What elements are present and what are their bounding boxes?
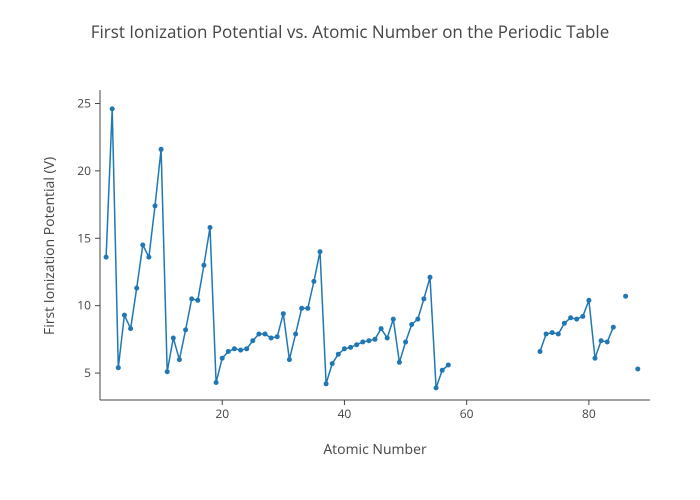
data-point[interactable]	[538, 349, 543, 354]
x-tick-label: 40	[338, 405, 352, 422]
data-point[interactable]	[299, 306, 304, 311]
data-point[interactable]	[379, 326, 384, 331]
x-axis-title: Atomic Number	[100, 440, 650, 459]
data-point[interactable]	[635, 367, 640, 372]
data-point[interactable]	[580, 314, 585, 319]
data-point[interactable]	[605, 340, 610, 345]
data-point[interactable]	[256, 332, 261, 337]
data-point[interactable]	[226, 349, 231, 354]
chart-container: First Ionization Potential vs. Atomic Nu…	[0, 0, 700, 500]
data-point[interactable]	[599, 338, 604, 343]
data-point[interactable]	[153, 203, 158, 208]
data-point[interactable]	[311, 279, 316, 284]
data-point[interactable]	[562, 321, 567, 326]
data-point[interactable]	[250, 338, 255, 343]
data-point[interactable]	[122, 313, 127, 318]
data-point[interactable]	[116, 365, 121, 370]
data-point[interactable]	[403, 340, 408, 345]
data-point[interactable]	[305, 306, 310, 311]
y-tick-label: 10	[77, 297, 91, 314]
data-point[interactable]	[281, 311, 286, 316]
data-point[interactable]	[360, 340, 365, 345]
data-point[interactable]	[183, 327, 188, 332]
data-point[interactable]	[293, 332, 298, 337]
data-point[interactable]	[195, 298, 200, 303]
data-point[interactable]	[336, 352, 341, 357]
y-tick-label: 15	[77, 229, 91, 246]
data-point[interactable]	[611, 325, 616, 330]
data-point[interactable]	[366, 338, 371, 343]
y-tick-label: 20	[77, 162, 91, 179]
data-point[interactable]	[275, 334, 280, 339]
data-point[interactable]	[263, 332, 268, 337]
plot-area: 20 40 60 80 5 10 15 20 25	[50, 90, 670, 440]
data-point[interactable]	[574, 317, 579, 322]
data-point[interactable]	[232, 346, 237, 351]
data-point[interactable]	[623, 294, 628, 299]
data-point[interactable]	[397, 360, 402, 365]
data-point[interactable]	[421, 296, 426, 301]
data-point[interactable]	[165, 369, 170, 374]
data-point[interactable]	[128, 326, 133, 331]
x-tick-label: 60	[460, 405, 474, 422]
data-point[interactable]	[201, 263, 206, 268]
data-point[interactable]	[568, 315, 573, 320]
data-point[interactable]	[214, 380, 219, 385]
data-point[interactable]	[159, 147, 164, 152]
data-point[interactable]	[428, 275, 433, 280]
data-point[interactable]	[171, 336, 176, 341]
x-tick-label: 80	[582, 405, 596, 422]
data-point[interactable]	[354, 342, 359, 347]
data-point[interactable]	[373, 337, 378, 342]
data-point[interactable]	[318, 249, 323, 254]
data-point[interactable]	[391, 317, 396, 322]
data-point[interactable]	[110, 106, 115, 111]
y-tick-label: 25	[77, 94, 91, 111]
data-point[interactable]	[269, 336, 274, 341]
data-point[interactable]	[238, 348, 243, 353]
series-line	[106, 109, 638, 388]
data-point[interactable]	[550, 330, 555, 335]
data-point[interactable]	[134, 286, 139, 291]
data-point[interactable]	[104, 255, 109, 260]
data-point[interactable]	[593, 356, 598, 361]
x-tick-label: 20	[215, 405, 229, 422]
data-point[interactable]	[244, 346, 249, 351]
data-point[interactable]	[556, 332, 561, 337]
data-point[interactable]	[544, 332, 549, 337]
y-tick-label: 5	[84, 364, 91, 381]
data-point[interactable]	[446, 363, 451, 368]
data-point[interactable]	[440, 368, 445, 373]
data-point[interactable]	[409, 322, 414, 327]
data-point[interactable]	[385, 336, 390, 341]
data-point[interactable]	[220, 356, 225, 361]
chart-title: First Ionization Potential vs. Atomic Nu…	[0, 20, 700, 43]
data-point[interactable]	[324, 381, 329, 386]
data-point[interactable]	[586, 298, 591, 303]
data-point[interactable]	[330, 361, 335, 366]
data-point[interactable]	[434, 385, 439, 390]
data-point[interactable]	[177, 357, 182, 362]
data-point[interactable]	[189, 296, 194, 301]
data-point[interactable]	[287, 357, 292, 362]
data-point[interactable]	[146, 255, 151, 260]
data-point[interactable]	[342, 346, 347, 351]
data-point[interactable]	[348, 345, 353, 350]
data-point[interactable]	[208, 225, 213, 230]
data-point[interactable]	[140, 243, 145, 248]
y-axis-title: First Ionization Potential (V)	[40, 157, 59, 335]
data-point[interactable]	[415, 317, 420, 322]
